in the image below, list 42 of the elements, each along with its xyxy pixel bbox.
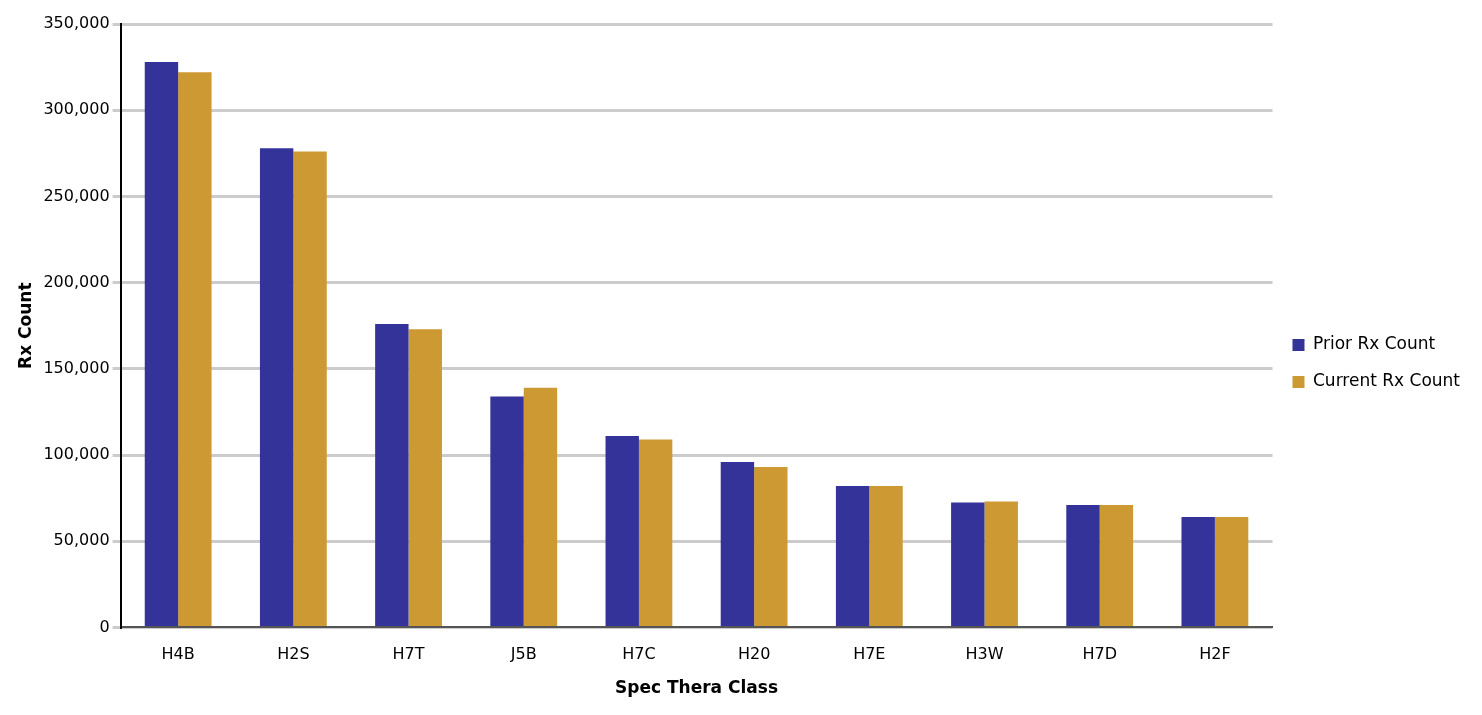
bar (754, 467, 788, 626)
bar (835, 486, 870, 626)
bar (490, 396, 524, 626)
bar (1099, 505, 1134, 626)
x-tick-label: H3W (965, 644, 1004, 664)
bar (1214, 517, 1249, 626)
x-tick-label: H7E (853, 644, 886, 664)
y-tick-label: 0 (99, 616, 110, 636)
y-tick-label: 150,000 (43, 357, 110, 377)
legend-label: Prior Rx Count (1312, 333, 1436, 354)
bar (375, 323, 409, 626)
bar (523, 387, 558, 626)
bar (984, 501, 1018, 626)
bar (605, 436, 639, 626)
legend-label: Current Rx Count (1312, 370, 1461, 391)
y-tick-label: 200,000 (43, 271, 110, 291)
bar (1066, 505, 1100, 626)
x-tick-label: J5B (509, 644, 537, 664)
x-tick-label: H7C (622, 644, 656, 664)
bar (178, 72, 212, 626)
x-tick-label: H7T (392, 644, 425, 664)
bar (259, 148, 294, 626)
bar (951, 502, 985, 626)
y-tick-label: 50,000 (53, 530, 110, 550)
x-tick-label: H2S (277, 644, 310, 664)
bar (1181, 517, 1215, 626)
x-tick-label: H2F (1199, 644, 1231, 664)
bar (408, 329, 442, 626)
y-tick-label: 300,000 (43, 99, 110, 119)
bar (638, 439, 673, 626)
y-tick-label: 350,000 (43, 13, 110, 33)
x-tick-label: H20 (737, 644, 771, 664)
bar (144, 61, 179, 626)
y-axis-title: Rx Count (14, 282, 35, 369)
x-tick-label: H4B (161, 644, 195, 664)
bar (293, 151, 327, 626)
y-tick-label: 100,000 (43, 444, 110, 464)
bar (720, 461, 755, 626)
x-axis-title: Spec Thera Class (615, 677, 778, 698)
x-tick-label: H7D (1082, 644, 1117, 664)
bar (869, 486, 903, 626)
y-tick-label: 250,000 (43, 185, 110, 205)
